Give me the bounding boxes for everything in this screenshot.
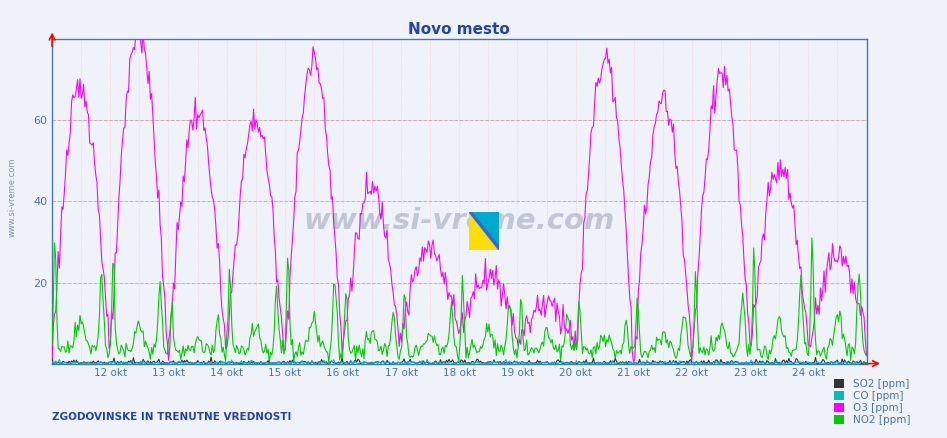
Text: www.si-vreme.com: www.si-vreme.com <box>304 207 615 235</box>
Polygon shape <box>469 212 499 250</box>
Text: www.si-vreme.com: www.si-vreme.com <box>8 157 17 237</box>
Text: ZGODOVINSKE IN TRENUTNE VREDNOSTI: ZGODOVINSKE IN TRENUTNE VREDNOSTI <box>52 413 292 423</box>
Polygon shape <box>469 212 499 250</box>
Legend: SO2 [ppm], CO [ppm], O3 [ppm], NO2 [ppm]: SO2 [ppm], CO [ppm], O3 [ppm], NO2 [ppm] <box>831 376 914 428</box>
Polygon shape <box>474 212 499 244</box>
Title: Novo mesto: Novo mesto <box>408 22 510 37</box>
